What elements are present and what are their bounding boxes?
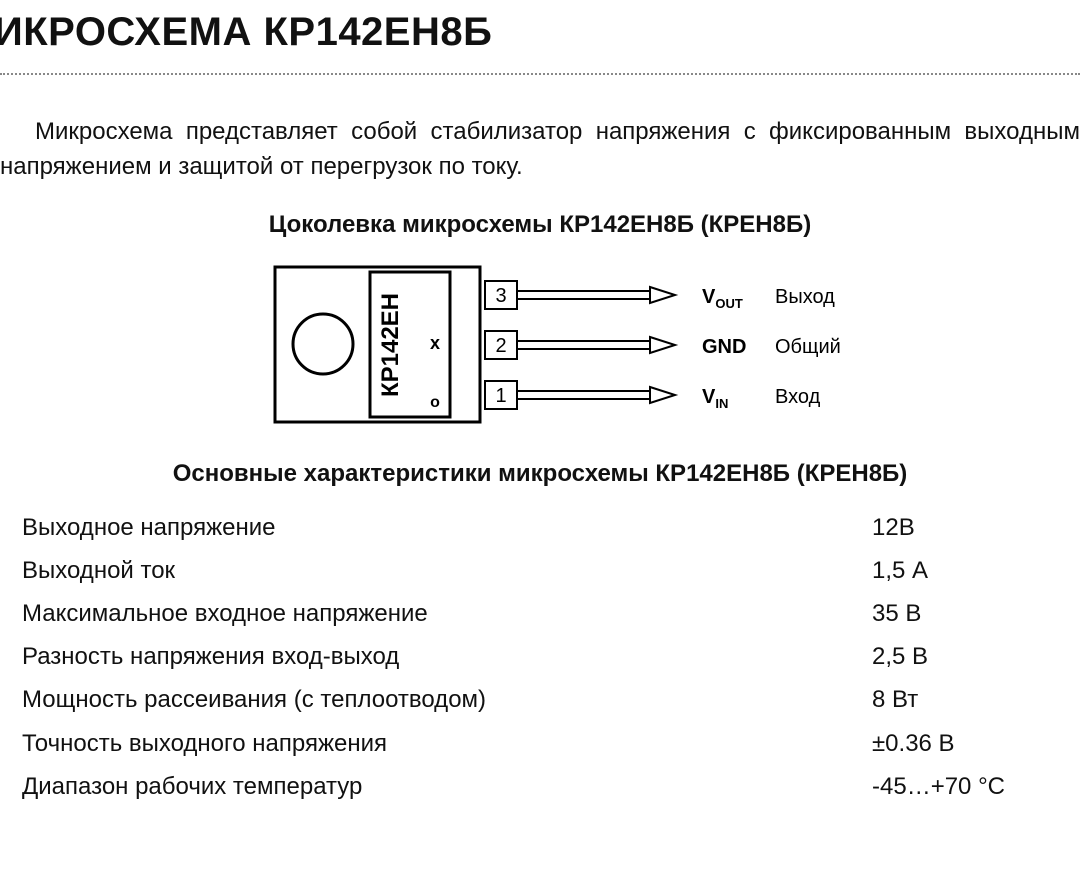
spec-label: Разность напряжения вход-выход xyxy=(22,635,872,678)
pin-symbol: GND xyxy=(702,336,746,358)
pinout-heading: Цоколевка микросхемы КР142ЕН8Б (КРЕН8Б) xyxy=(0,211,1080,239)
separator xyxy=(0,73,1080,75)
pin-symbol: VOUT xyxy=(702,286,743,311)
specs-table: Выходное напряжение 12В Выходной ток 1,5… xyxy=(0,506,1080,808)
pin-num: 2 xyxy=(495,335,506,357)
page: ИКРОСХЕМА КР142ЕН8Б Микросхема представл… xyxy=(0,0,1080,838)
spec-row: Разность напряжения вход-выход 2,5 В xyxy=(22,635,1058,678)
pin-desc: Выход xyxy=(775,286,835,308)
spec-row: Максимальное входное напряжение 35 В xyxy=(22,592,1058,635)
spec-label: Мощность рассеивания (с теплоотводом) xyxy=(22,678,872,721)
spec-label: Максимальное входное напряжение xyxy=(22,592,872,635)
spec-row: Мощность рассеивания (с теплоотводом) 8 … xyxy=(22,678,1058,721)
pin-desc: Общий xyxy=(775,336,841,358)
spec-value: 12В xyxy=(872,506,1058,549)
spec-value: 1,5 А xyxy=(872,549,1058,592)
spec-label: Выходной ток xyxy=(22,549,872,592)
pin-symbol: VIN xyxy=(702,386,728,411)
spec-value: ±0.36 В xyxy=(872,722,1058,765)
pin-desc: Вход xyxy=(775,386,821,408)
spec-value: 2,5 В xyxy=(872,635,1058,678)
spec-value: 8 Вт xyxy=(872,678,1058,721)
pinout-svg: КР142ЕН x o 3 VOUT Выход 2 xyxy=(230,257,850,437)
mark-o: o xyxy=(430,394,440,411)
pinout-diagram: КР142ЕН x o 3 VOUT Выход 2 xyxy=(230,257,850,442)
mark-x: x xyxy=(430,333,440,353)
spec-value: 35 В xyxy=(872,592,1058,635)
spec-value: -45…+70 °C xyxy=(872,765,1058,808)
pin-arrow-icon xyxy=(650,287,675,303)
pin-arrow-icon xyxy=(650,387,675,403)
chip-label: КР142ЕН xyxy=(377,293,404,397)
spec-row: Точность выходного напряжения ±0.36 В xyxy=(22,722,1058,765)
spec-label: Выходное напряжение xyxy=(22,506,872,549)
spec-row: Выходной ток 1,5 А xyxy=(22,549,1058,592)
specs-heading: Основные характеристики микросхемы КР142… xyxy=(0,460,1080,488)
spec-label: Диапазон рабочих температур xyxy=(22,765,872,808)
page-title: ИКРОСХЕМА КР142ЕН8Б xyxy=(0,10,1080,55)
spec-row: Выходное напряжение 12В xyxy=(22,506,1058,549)
pin-row-3: 3 VOUT Выход xyxy=(485,281,835,311)
spec-label: Точность выходного напряжения xyxy=(22,722,872,765)
pin-arrow-icon xyxy=(650,337,675,353)
pin-num: 3 xyxy=(495,285,506,307)
intro-paragraph: Микросхема представляет собой стабилизат… xyxy=(0,115,1080,185)
pin-num: 1 xyxy=(495,385,506,407)
pin-row-1: 1 VIN Вход xyxy=(485,381,821,411)
pin-row-2: 2 GND Общий xyxy=(485,331,841,359)
spec-row: Диапазон рабочих температур -45…+70 °C xyxy=(22,765,1058,808)
